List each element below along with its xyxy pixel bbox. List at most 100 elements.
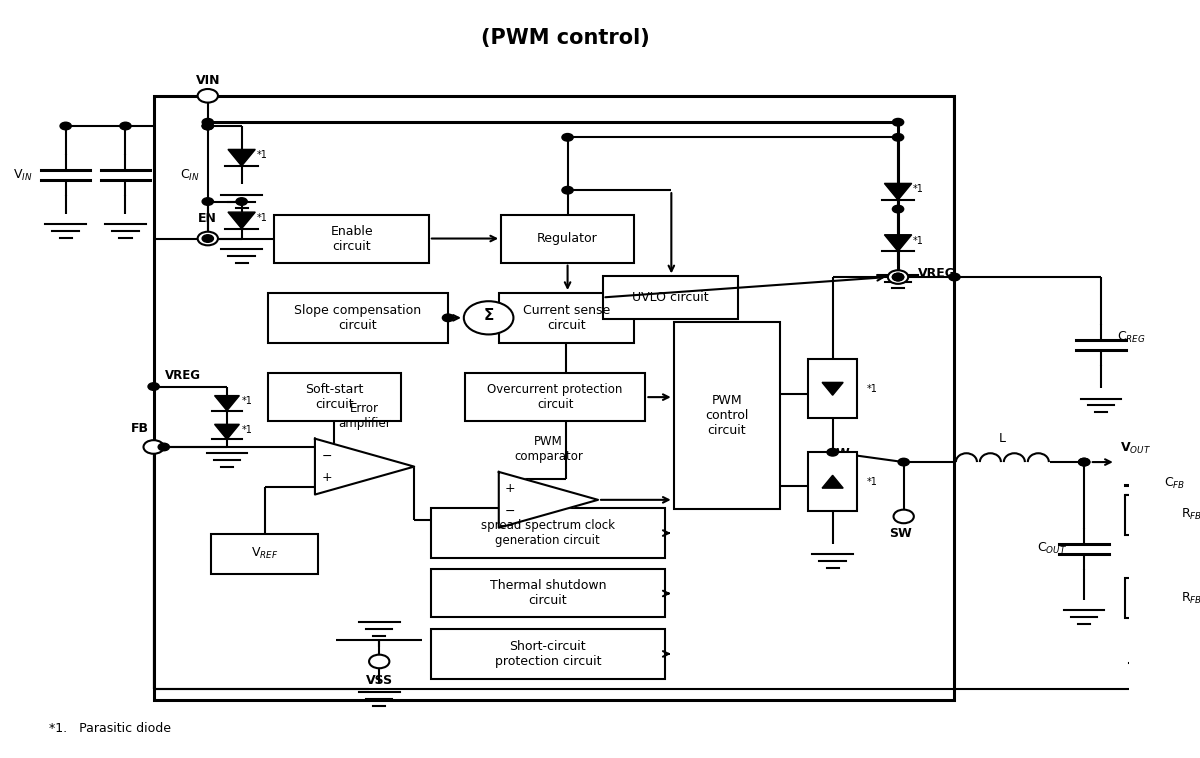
Text: PWM
control
circuit: PWM control circuit [704, 393, 749, 437]
Text: $-$: $-$ [504, 504, 516, 517]
Polygon shape [884, 235, 912, 252]
Circle shape [148, 383, 160, 390]
Circle shape [144, 440, 164, 454]
Text: Soft-start
circuit: Soft-start circuit [305, 383, 364, 411]
Text: *1: *1 [241, 396, 252, 406]
Text: Enable
circuit: Enable circuit [330, 225, 373, 253]
FancyBboxPatch shape [502, 215, 634, 263]
Polygon shape [822, 475, 844, 488]
Polygon shape [822, 382, 844, 395]
Circle shape [562, 186, 574, 194]
Circle shape [827, 449, 839, 456]
Circle shape [202, 198, 214, 205]
FancyBboxPatch shape [268, 373, 401, 421]
Text: FB: FB [131, 422, 149, 435]
Circle shape [949, 274, 960, 280]
Text: *1: *1 [866, 384, 877, 394]
Circle shape [443, 314, 454, 321]
FancyBboxPatch shape [808, 359, 858, 418]
Circle shape [893, 118, 904, 126]
Text: $+$: $+$ [504, 482, 516, 496]
Polygon shape [215, 396, 239, 411]
Text: R$_{FB2}$: R$_{FB2}$ [1181, 590, 1200, 606]
Circle shape [202, 122, 214, 130]
Text: *1: *1 [913, 184, 924, 195]
FancyBboxPatch shape [431, 508, 665, 558]
Circle shape [898, 459, 910, 466]
Circle shape [893, 274, 904, 280]
Text: UVLO circuit: UVLO circuit [632, 291, 708, 304]
Text: C$_{REG}$: C$_{REG}$ [1117, 330, 1146, 345]
Text: V$_{IN}$: V$_{IN}$ [13, 168, 32, 183]
Text: VREG: VREG [918, 267, 956, 280]
Text: *1: *1 [913, 236, 924, 246]
Text: L: L [998, 433, 1006, 446]
Polygon shape [314, 439, 414, 494]
FancyBboxPatch shape [211, 534, 318, 574]
Text: SW: SW [827, 446, 850, 459]
Circle shape [562, 133, 574, 141]
Circle shape [198, 89, 218, 102]
Circle shape [236, 198, 247, 205]
Polygon shape [228, 212, 256, 229]
Circle shape [888, 271, 908, 283]
FancyBboxPatch shape [673, 321, 780, 509]
FancyBboxPatch shape [499, 293, 634, 343]
Text: Regulator: Regulator [538, 233, 598, 246]
Text: *1: *1 [866, 477, 877, 487]
Text: Thermal shutdown
circuit: Thermal shutdown circuit [490, 579, 606, 607]
Circle shape [893, 133, 904, 141]
Circle shape [198, 232, 218, 246]
Circle shape [1144, 491, 1156, 499]
FancyBboxPatch shape [808, 453, 858, 511]
Circle shape [893, 274, 904, 280]
Polygon shape [499, 472, 598, 528]
FancyBboxPatch shape [268, 293, 448, 343]
Text: R$_{FB1}$: R$_{FB1}$ [1181, 507, 1200, 522]
Text: Short-circuit
protection circuit: Short-circuit protection circuit [494, 640, 601, 668]
FancyBboxPatch shape [275, 215, 428, 263]
Circle shape [158, 443, 169, 451]
Text: Error
amplifier: Error amplifier [338, 402, 391, 430]
FancyBboxPatch shape [464, 373, 646, 421]
Polygon shape [884, 183, 912, 200]
Text: VIN: VIN [196, 74, 220, 86]
FancyBboxPatch shape [431, 629, 665, 679]
Circle shape [60, 122, 71, 130]
Text: C$_{IN}$: C$_{IN}$ [180, 168, 199, 183]
Text: Overcurrent protection
circuit: Overcurrent protection circuit [487, 383, 623, 411]
Text: V$_{REF}$: V$_{REF}$ [251, 547, 278, 562]
Text: EN: EN [198, 212, 217, 225]
Text: C$_{OUT}$: C$_{OUT}$ [1037, 541, 1067, 556]
Text: V$_{OUT}$: V$_{OUT}$ [1121, 441, 1151, 456]
Text: C$_{FB}$: C$_{FB}$ [1164, 476, 1186, 490]
Circle shape [894, 509, 914, 523]
Circle shape [202, 118, 214, 126]
Circle shape [202, 122, 214, 130]
Polygon shape [228, 149, 256, 166]
FancyBboxPatch shape [431, 569, 665, 617]
Text: Current sense
circuit: Current sense circuit [523, 304, 610, 332]
Text: PWM
comparator: PWM comparator [514, 435, 583, 463]
FancyBboxPatch shape [602, 276, 738, 319]
Circle shape [1079, 459, 1090, 466]
Circle shape [202, 235, 214, 243]
FancyBboxPatch shape [1124, 495, 1175, 534]
Text: $-$: $-$ [320, 449, 331, 462]
Text: VSS: VSS [366, 674, 392, 687]
Circle shape [370, 655, 389, 669]
Circle shape [1079, 459, 1090, 466]
Text: *1.   Parasitic diode: *1. Parasitic diode [49, 722, 170, 735]
Text: *1: *1 [257, 213, 268, 223]
Text: *1: *1 [257, 150, 268, 161]
Circle shape [464, 301, 514, 334]
Circle shape [893, 205, 904, 213]
Text: VREG: VREG [164, 368, 200, 382]
FancyBboxPatch shape [1124, 578, 1175, 618]
Text: SW: SW [889, 527, 912, 540]
Circle shape [1144, 491, 1156, 499]
Circle shape [1144, 459, 1156, 466]
Text: spread spectrum clock
generation circuit: spread spectrum clock generation circuit [481, 519, 614, 547]
Text: Σ: Σ [484, 308, 494, 323]
FancyBboxPatch shape [154, 96, 954, 700]
